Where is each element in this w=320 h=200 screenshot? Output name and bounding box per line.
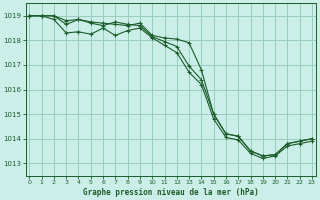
X-axis label: Graphe pression niveau de la mer (hPa): Graphe pression niveau de la mer (hPa) xyxy=(83,188,259,197)
